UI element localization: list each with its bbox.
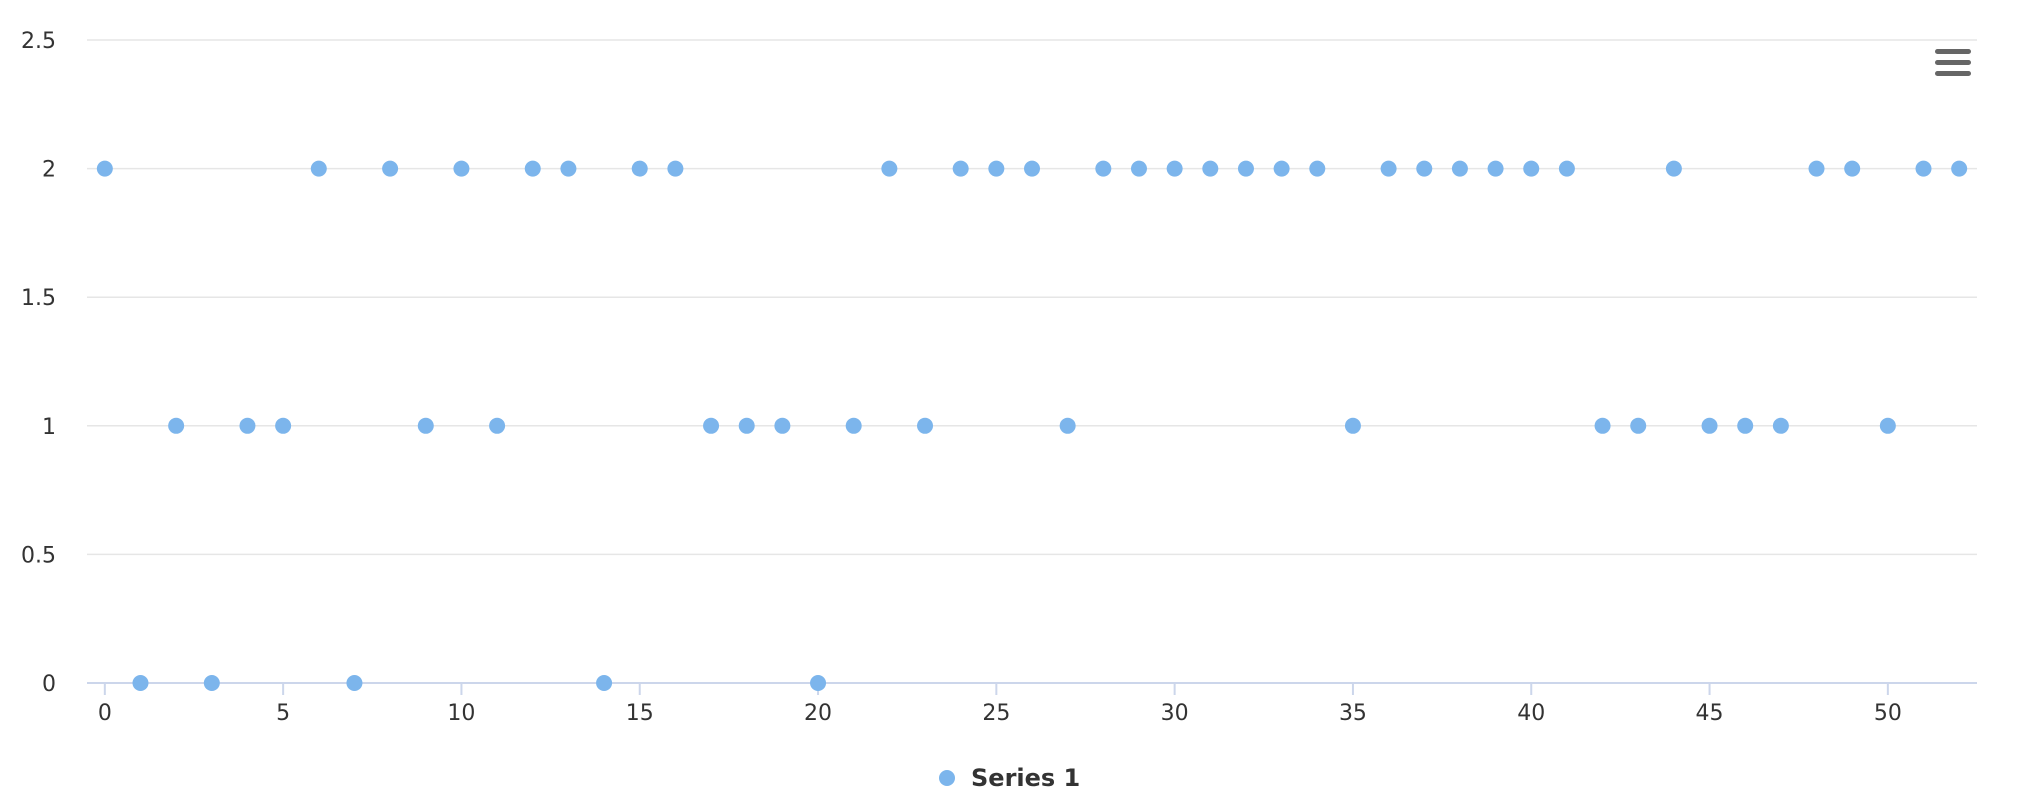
data-point[interactable] [1130, 160, 1147, 177]
legend-marker [939, 770, 955, 786]
data-point[interactable] [1558, 160, 1575, 177]
x-tick-label: 40 [1517, 701, 1545, 726]
x-tick-label: 15 [626, 701, 654, 726]
data-point[interactable] [489, 417, 506, 434]
data-point[interactable] [1487, 160, 1504, 177]
data-point[interactable] [1344, 417, 1361, 434]
x-tick-label: 50 [1874, 701, 1902, 726]
data-point[interactable] [988, 160, 1005, 177]
data-point[interactable] [96, 160, 113, 177]
y-tick-label: 0.5 [21, 543, 56, 568]
data-point[interactable] [1630, 417, 1647, 434]
series-1-points[interactable] [96, 160, 1968, 691]
data-point[interactable] [1594, 417, 1611, 434]
data-point[interactable] [1915, 160, 1932, 177]
data-point[interactable] [524, 160, 541, 177]
data-point[interactable] [1059, 417, 1076, 434]
x-tick-label: 35 [1339, 701, 1367, 726]
x-tick-label: 45 [1696, 701, 1724, 726]
data-point[interactable] [1309, 160, 1326, 177]
data-point[interactable] [132, 675, 149, 691]
y-tick-label: 1.5 [21, 286, 56, 311]
data-point[interactable] [275, 417, 292, 434]
grid-lines [87, 39, 1977, 556]
data-point[interactable] [1844, 160, 1861, 177]
data-point[interactable] [1202, 160, 1219, 177]
data-point[interactable] [1523, 160, 1540, 177]
data-point[interactable] [1166, 160, 1183, 177]
x-tick-label: 25 [982, 701, 1010, 726]
data-point[interactable] [667, 160, 684, 177]
data-point[interactable] [1237, 160, 1254, 177]
data-point[interactable] [453, 160, 470, 177]
data-point[interactable] [1273, 160, 1290, 177]
data-point[interactable] [382, 160, 399, 177]
data-point[interactable] [1737, 417, 1754, 434]
data-point[interactable] [845, 417, 862, 434]
data-point[interactable] [1024, 160, 1040, 177]
data-point[interactable] [738, 417, 755, 434]
data-point[interactable] [1451, 160, 1468, 177]
data-point[interactable] [1808, 160, 1825, 177]
x-axis [87, 682, 1977, 695]
data-point[interactable] [239, 417, 256, 434]
x-tick-label: 10 [447, 701, 475, 726]
data-point[interactable] [703, 417, 720, 434]
data-point[interactable] [810, 675, 827, 691]
data-point[interactable] [952, 160, 969, 177]
data-point[interactable] [1665, 160, 1682, 177]
y-tick-label: 2.5 [21, 29, 56, 54]
legend-label-series-1[interactable]: Series 1 [971, 764, 1080, 792]
y-tick-label: 0 [42, 672, 56, 697]
data-point[interactable] [417, 417, 434, 434]
y-tick-label: 1 [42, 415, 56, 440]
data-point[interactable] [774, 417, 791, 434]
legend[interactable]: Series 1 [939, 764, 1080, 792]
data-point[interactable] [1416, 160, 1433, 177]
x-tick-label: 0 [98, 701, 112, 726]
data-point[interactable] [1095, 160, 1112, 177]
hamburger-menu-icon [1935, 49, 1971, 76]
chart-menu-button[interactable] [1931, 43, 1975, 83]
data-point[interactable] [1879, 417, 1896, 434]
data-point[interactable] [1380, 160, 1397, 177]
y-axis-labels: 0 0.5 1 1.5 2 2.5 [21, 29, 56, 697]
y-tick-label: 2 [42, 158, 56, 183]
data-point[interactable] [631, 160, 648, 177]
data-point[interactable] [881, 160, 898, 177]
data-point[interactable] [1951, 160, 1968, 177]
data-point[interactable] [917, 417, 934, 434]
x-tick-label: 20 [804, 701, 832, 726]
x-tick-label: 30 [1161, 701, 1189, 726]
x-tick-label: 5 [276, 701, 290, 726]
data-point[interactable] [310, 160, 327, 177]
data-point[interactable] [203, 675, 220, 691]
x-axis-labels: 0 5 10 15 20 25 30 35 40 45 50 [98, 701, 1902, 726]
data-point[interactable] [346, 675, 363, 691]
data-point[interactable] [596, 675, 613, 691]
data-point[interactable] [1772, 417, 1789, 434]
data-point[interactable] [168, 417, 185, 434]
data-point[interactable] [560, 160, 577, 177]
data-point[interactable] [1701, 417, 1718, 434]
